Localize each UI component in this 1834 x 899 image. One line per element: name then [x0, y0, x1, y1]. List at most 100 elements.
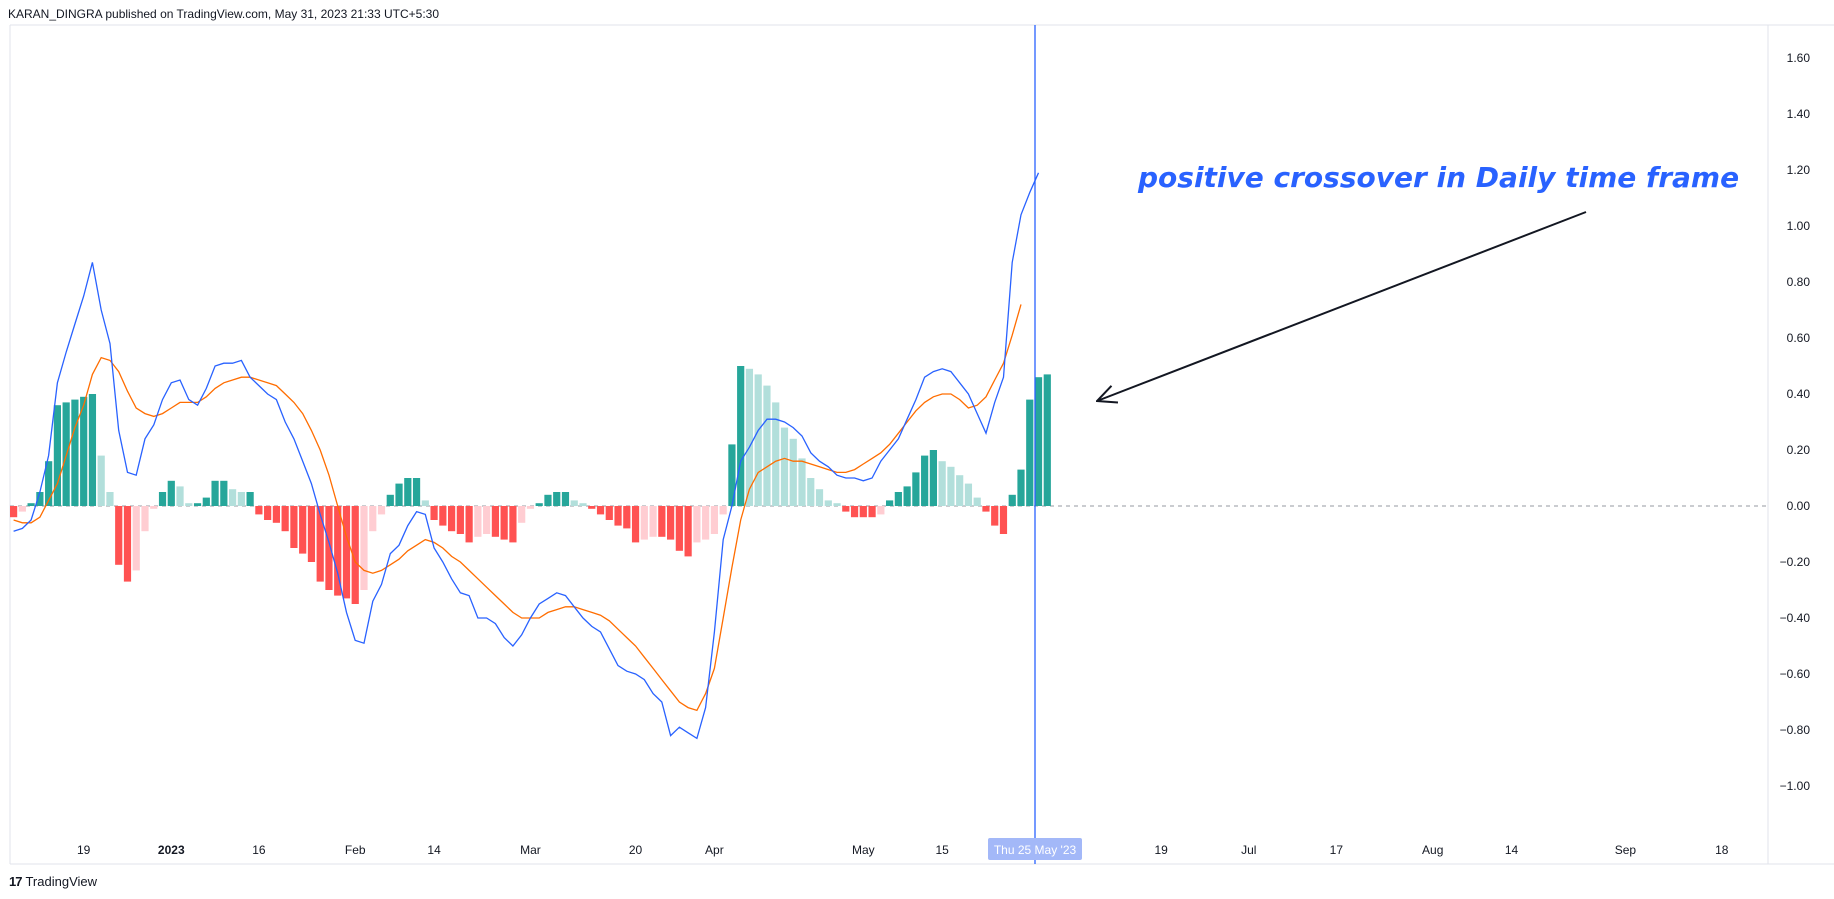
- histogram-bar: [36, 492, 44, 506]
- x-tick-label: 18: [1715, 843, 1729, 857]
- signal-line: [13, 304, 1022, 712]
- histogram-bar: [185, 503, 193, 506]
- histogram-bar: [465, 506, 473, 543]
- histogram-bar: [570, 500, 578, 506]
- histogram-bar: [290, 506, 298, 548]
- x-tick-label: 14: [1505, 843, 1519, 857]
- y-tick-label: 0.60: [1787, 331, 1811, 345]
- x-tick-label: 20: [629, 843, 643, 857]
- histogram-bar: [193, 503, 202, 506]
- x-tick-label: Apr: [705, 843, 724, 857]
- histogram-bar: [675, 506, 683, 551]
- histogram-bar: [167, 480, 175, 506]
- histogram-bar: [535, 503, 543, 506]
- histogram-bar: [404, 478, 412, 506]
- y-tick-label: 1.40: [1787, 107, 1811, 121]
- x-tick-label: Sep: [1615, 843, 1637, 857]
- y-tick-label: −0.20: [1780, 555, 1811, 569]
- histogram-bar: [956, 475, 964, 506]
- histogram-bar: [605, 506, 613, 520]
- histogram-bar: [158, 492, 167, 506]
- x-tick-label: 19: [1154, 843, 1168, 857]
- x-tick-label: 2023: [158, 843, 185, 857]
- crosshair-date-label: Thu 25 May '23: [994, 843, 1077, 857]
- histogram-bar: [842, 506, 850, 512]
- histogram-bar: [833, 503, 841, 506]
- y-tick-label: 0.80: [1787, 275, 1811, 289]
- time-axis[interactable]: 19202316Feb14Mar20AprMay15Jun19Jul17Aug1…: [77, 843, 1729, 857]
- histogram-bar: [719, 506, 727, 515]
- histogram-bar: [141, 506, 149, 532]
- histogram-bar: [316, 506, 324, 582]
- histogram-bar: [684, 506, 692, 557]
- histogram-bar: [929, 450, 937, 506]
- histogram-bar: [369, 506, 377, 532]
- histogram-bar: [754, 374, 762, 506]
- histogram-bar: [334, 506, 342, 596]
- histogram-bar: [18, 506, 26, 512]
- y-tick-label: −0.80: [1780, 723, 1811, 737]
- price-axis[interactable]: 1.60 1.40 1.20 1.00 0.80 0.60 0.40 0.20 0.00 −0.2…: [1780, 51, 1811, 793]
- x-tick-label: 14: [427, 843, 441, 857]
- histogram-bar: [421, 500, 429, 506]
- histogram-bar: [439, 506, 447, 526]
- histogram-bar: [491, 506, 499, 537]
- histogram-bar: [150, 506, 158, 509]
- histogram-bar: [640, 506, 648, 540]
- histogram-bar: [325, 506, 333, 590]
- histogram-bar: [973, 497, 981, 506]
- x-tick-label: Aug: [1422, 843, 1443, 857]
- y-tick-label: 1.60: [1787, 51, 1811, 65]
- histogram-bar: [763, 385, 771, 506]
- histogram-bar: [255, 506, 263, 515]
- x-tick-label: 19: [77, 843, 91, 857]
- histogram-bar: [526, 506, 535, 509]
- histogram-bar: [886, 500, 894, 506]
- macd-line: [13, 172, 1040, 740]
- histogram-bar: [360, 506, 368, 590]
- histogram-bar: [824, 500, 832, 506]
- histogram-bar: [1017, 469, 1025, 506]
- x-tick-label: May: [852, 843, 875, 857]
- histogram-bar: [237, 492, 245, 506]
- histogram-bar: [1034, 377, 1043, 506]
- annotation-text[interactable]: positive crossover in Daily time frame: [1137, 161, 1739, 194]
- histogram-bar: [850, 506, 859, 518]
- histogram-bar: [211, 480, 219, 506]
- histogram-bar: [921, 455, 929, 506]
- histogram-bar: [80, 396, 88, 506]
- histogram-bar: [97, 455, 105, 506]
- histogram-bar: [220, 480, 228, 506]
- histogram-bar: [938, 461, 946, 506]
- x-tick-label: 17: [1330, 843, 1344, 857]
- histogram-bar: [710, 506, 718, 534]
- histogram-bar: [509, 506, 517, 543]
- tradingview-logo[interactable]: 17 TradingView: [9, 874, 97, 889]
- histogram-bar: [815, 489, 824, 506]
- y-tick-label: 0.20: [1787, 443, 1811, 457]
- histogram-bar: [299, 506, 307, 554]
- annotation-arrow[interactable]: [1097, 211, 1587, 401]
- histogram-bar: [737, 366, 745, 506]
- histogram-bar: [412, 478, 421, 506]
- histogram-bar: [281, 506, 289, 532]
- histogram-bar: [115, 506, 123, 565]
- histogram-bar: [1043, 374, 1051, 506]
- x-tick-label: Jul: [1241, 843, 1256, 857]
- histogram-bar: [229, 489, 237, 506]
- histogram-bar: [351, 506, 359, 604]
- histogram-bar: [10, 506, 18, 518]
- x-tick-label: Mar: [520, 843, 541, 857]
- y-tick-label: 0.00: [1787, 499, 1811, 513]
- histogram-bar: [246, 492, 254, 506]
- y-tick-label: −1.00: [1780, 779, 1811, 793]
- histogram-bar: [991, 506, 999, 526]
- histogram-bar: [1026, 399, 1034, 506]
- histogram-bar: [588, 506, 596, 509]
- histogram-bar: [27, 503, 35, 506]
- histogram-bar: [518, 506, 526, 523]
- histogram-bar: [71, 399, 79, 506]
- histogram-bar: [544, 494, 552, 506]
- x-tick-label: Feb: [345, 843, 366, 857]
